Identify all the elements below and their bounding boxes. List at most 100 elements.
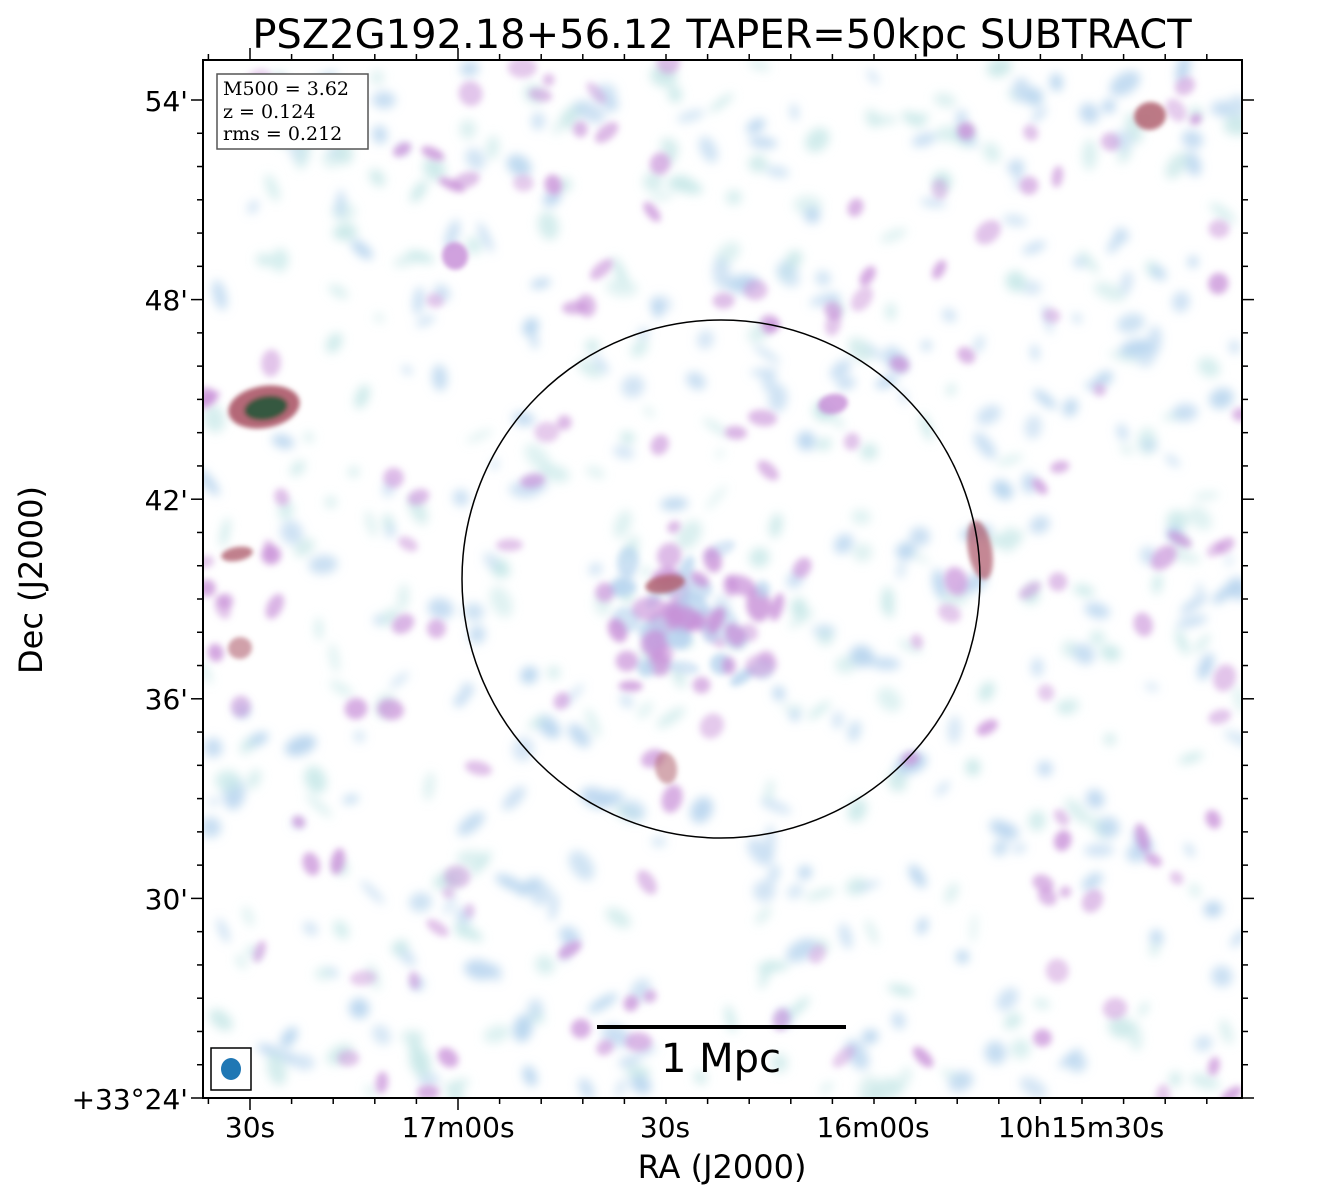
emission-patch [832, 1045, 856, 1068]
noise-speckle [618, 1054, 641, 1068]
noise-speckle [443, 1078, 470, 1092]
plot-frame [202, 59, 1243, 1099]
beam-ellipse [221, 1058, 241, 1080]
noise-speckle [1223, 115, 1242, 136]
emission-patch [407, 488, 430, 506]
noise-speckle [1209, 387, 1234, 409]
emission-patch [528, 88, 553, 102]
noise-speckle [896, 561, 906, 579]
noise-speckle [325, 332, 343, 354]
noise-speckle [1176, 615, 1208, 628]
noise-speckle [643, 171, 663, 192]
noise-speckle [845, 877, 868, 896]
noise-speckle [698, 136, 718, 163]
info-box: M500 = 3.62 z = 0.124 rms = 0.212 [216, 73, 369, 150]
noise-speckle [1211, 965, 1233, 988]
noise-speckle [1012, 844, 1027, 853]
emission-patch [763, 319, 780, 334]
emission-patch [724, 425, 748, 440]
noise-speckle [885, 302, 897, 321]
cluster-emission [607, 618, 628, 643]
noise-speckle [391, 939, 409, 955]
noise-speckle [909, 526, 931, 546]
noise-speckle [372, 125, 388, 144]
noise-speckle [586, 466, 605, 479]
noise-speckle [460, 682, 474, 698]
noise-speckle [255, 253, 273, 267]
strong-emission-sources [221, 101, 1166, 784]
noise-speckle [747, 838, 773, 866]
noise-speckle [746, 118, 766, 134]
noise-speckle [755, 906, 772, 925]
noise-speckle [1033, 998, 1050, 1009]
noise-speckle [1102, 99, 1116, 114]
noise-speckle [203, 816, 222, 838]
noise-speckle [448, 1087, 465, 1098]
noise-speckle [588, 993, 618, 1013]
noise-speckle [332, 224, 358, 241]
noise-speckle [512, 736, 535, 762]
info-box-frame [216, 73, 369, 150]
noise-speckle [1028, 810, 1046, 832]
noise-speckle [1165, 152, 1188, 179]
noise-speckle [552, 110, 573, 135]
noise-speckle [217, 918, 230, 943]
noise-speckle [753, 344, 781, 364]
emission-patch [534, 421, 560, 443]
emission-patch [553, 692, 570, 710]
noise-speckle [209, 1008, 233, 1031]
emission-patch [1208, 219, 1230, 239]
beam-box [210, 1047, 252, 1091]
noise-speckle [956, 950, 969, 964]
noise-speckle [372, 1024, 391, 1046]
emission-patch [1169, 871, 1184, 885]
noise-speckle [635, 1045, 657, 1057]
emission-patch [1100, 132, 1121, 151]
noise-speckle [750, 369, 779, 376]
emission-layer [203, 60, 1242, 1098]
noise-speckle [1100, 644, 1121, 662]
noise-speckle [208, 797, 219, 806]
noise-speckle [996, 454, 1024, 466]
y-tick-label: 42' [145, 484, 188, 517]
emission-patch [214, 594, 231, 620]
noise-speckle [651, 836, 667, 847]
noise-speckle [537, 211, 559, 240]
noise-speckle [1209, 202, 1236, 224]
emission-patch [344, 697, 368, 720]
noise-speckle [756, 961, 790, 972]
noise-speckle [1172, 291, 1190, 313]
cluster-emission [668, 660, 700, 675]
noise-speckle [748, 137, 778, 149]
emission-patch [910, 633, 924, 649]
cluster-emission [665, 628, 693, 649]
noise-speckle [203, 737, 223, 758]
noise-speckle [749, 547, 770, 568]
emission-patch [426, 293, 444, 308]
noise-speckle [324, 496, 337, 508]
noise-speckle [770, 1053, 788, 1073]
noise-speckle [559, 926, 581, 946]
noise-speckle [1224, 730, 1242, 747]
noise-speckle [453, 923, 483, 942]
noise-speckle [342, 794, 359, 804]
noise-speckle [676, 520, 703, 550]
noise-speckle [833, 533, 854, 554]
noise-speckle [372, 91, 396, 109]
noise-speckle [1181, 130, 1204, 149]
noise-speckle [603, 96, 619, 112]
noise-speckle [1093, 281, 1126, 302]
noise-speckle [1089, 630, 1106, 646]
noise-speckle [1189, 1073, 1220, 1090]
noise-speckle [992, 840, 1008, 856]
y-tick-label: 54' [145, 85, 188, 118]
noise-speckle [1065, 798, 1090, 825]
noise-speckle [772, 686, 785, 701]
noise-speckle [1033, 389, 1057, 410]
noise-speckle [641, 566, 651, 577]
cluster-emission [615, 650, 639, 672]
noise-speckle [1072, 313, 1082, 324]
noise-speckle [703, 418, 730, 437]
noise-speckle [284, 734, 317, 757]
emission-patch [1081, 889, 1104, 913]
